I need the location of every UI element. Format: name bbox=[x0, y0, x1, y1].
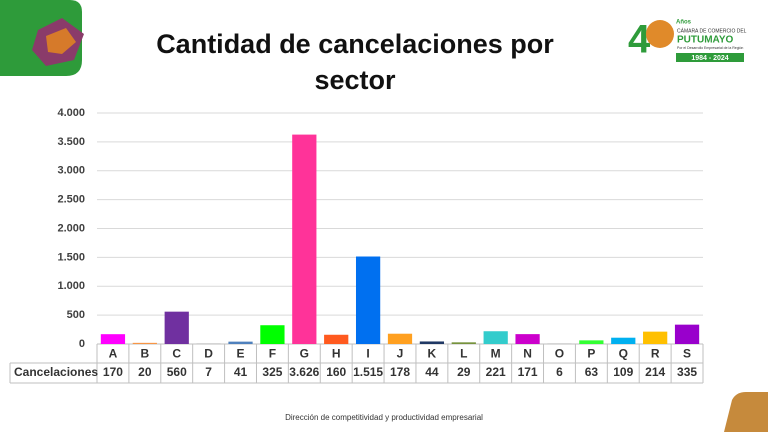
y-tick-label: 500 bbox=[67, 309, 85, 321]
table-value: 41 bbox=[234, 365, 248, 379]
footer: Dirección de competitividad y productivi… bbox=[285, 413, 483, 422]
x-tick-label: P bbox=[587, 347, 595, 361]
x-tick-label: B bbox=[141, 347, 150, 361]
y-tick-label: 2.500 bbox=[57, 194, 85, 206]
bar bbox=[611, 337, 636, 344]
bar bbox=[643, 331, 668, 344]
table-value: 7 bbox=[205, 365, 212, 379]
x-tick-label: Q bbox=[619, 347, 628, 361]
corner-decoration bbox=[724, 392, 768, 432]
logo-org: CÁMARA DE COMERCIO DEL bbox=[677, 27, 747, 34]
logo-period: 1984 - 2024 bbox=[691, 55, 728, 62]
y-tick-label: 3.500 bbox=[57, 136, 85, 148]
x-tick-label: J bbox=[397, 347, 404, 361]
bar bbox=[292, 134, 317, 344]
x-tick-label: M bbox=[491, 347, 501, 361]
bar bbox=[324, 334, 349, 344]
y-tick-label: 2.000 bbox=[57, 222, 85, 234]
x-tick-label: K bbox=[428, 347, 437, 361]
bar bbox=[100, 334, 126, 344]
logo-tagline: Por el Desarrollo Empresarial de la Regi… bbox=[677, 46, 743, 50]
bar bbox=[260, 325, 285, 344]
table-value: 170 bbox=[103, 365, 123, 379]
table-value: 171 bbox=[518, 365, 538, 379]
x-tick-label: O bbox=[555, 347, 564, 361]
bar bbox=[228, 341, 253, 344]
bar bbox=[674, 324, 700, 344]
x-tick-label: I bbox=[366, 347, 369, 361]
logo-number: 4 bbox=[628, 18, 651, 62]
bar bbox=[419, 341, 445, 344]
table-value: 160 bbox=[326, 365, 346, 379]
logo-emblem bbox=[646, 20, 674, 48]
x-tick-label: R bbox=[651, 347, 660, 361]
y-tick-label: 3.000 bbox=[57, 165, 85, 177]
y-tick-label: 1.500 bbox=[57, 251, 85, 263]
table-value: 29 bbox=[457, 365, 471, 379]
corner-image bbox=[46, 28, 76, 54]
x-tick-label: H bbox=[332, 347, 341, 361]
x-tick-label: S bbox=[683, 347, 691, 361]
table-value: 178 bbox=[390, 365, 410, 379]
table-value: 63 bbox=[585, 365, 599, 379]
bar bbox=[579, 340, 604, 344]
table-value: 3.626 bbox=[289, 365, 319, 379]
bar bbox=[515, 334, 540, 344]
chart-title: Cantidad de cancelaciones por sector bbox=[156, 29, 554, 95]
table-value: 109 bbox=[613, 365, 633, 379]
table-value: 44 bbox=[425, 365, 439, 379]
table-value: 335 bbox=[677, 365, 697, 379]
bar bbox=[387, 333, 413, 344]
y-tick-label: 0 bbox=[79, 338, 85, 350]
logo-name: PUTUMAYO bbox=[677, 35, 734, 46]
table-value: 20 bbox=[138, 365, 152, 379]
bar bbox=[451, 342, 476, 344]
x-tick-label: F bbox=[269, 347, 276, 361]
table-value: 325 bbox=[262, 365, 282, 379]
table-value: 214 bbox=[645, 365, 665, 379]
row-header: Cancelaciones bbox=[14, 365, 98, 379]
x-tick-label: D bbox=[204, 347, 213, 361]
logo-years: Años bbox=[676, 20, 692, 26]
table-value: 221 bbox=[486, 365, 506, 379]
table-value: 560 bbox=[167, 365, 187, 379]
bar bbox=[355, 256, 381, 344]
logo-band bbox=[676, 53, 744, 62]
x-tick-label: N bbox=[523, 347, 532, 361]
table-value: 6 bbox=[556, 365, 563, 379]
table-value: 1.515 bbox=[353, 365, 383, 379]
y-tick-label: 4.000 bbox=[57, 107, 85, 119]
bar bbox=[132, 342, 157, 344]
y-tick-label: 1.000 bbox=[57, 280, 85, 292]
x-tick-label: A bbox=[109, 347, 118, 361]
x-tick-label: E bbox=[237, 347, 245, 361]
x-tick-label: C bbox=[172, 347, 181, 361]
x-tick-label: L bbox=[460, 347, 467, 361]
bar bbox=[483, 331, 508, 344]
x-tick-label: G bbox=[300, 347, 309, 361]
bar bbox=[164, 311, 189, 344]
